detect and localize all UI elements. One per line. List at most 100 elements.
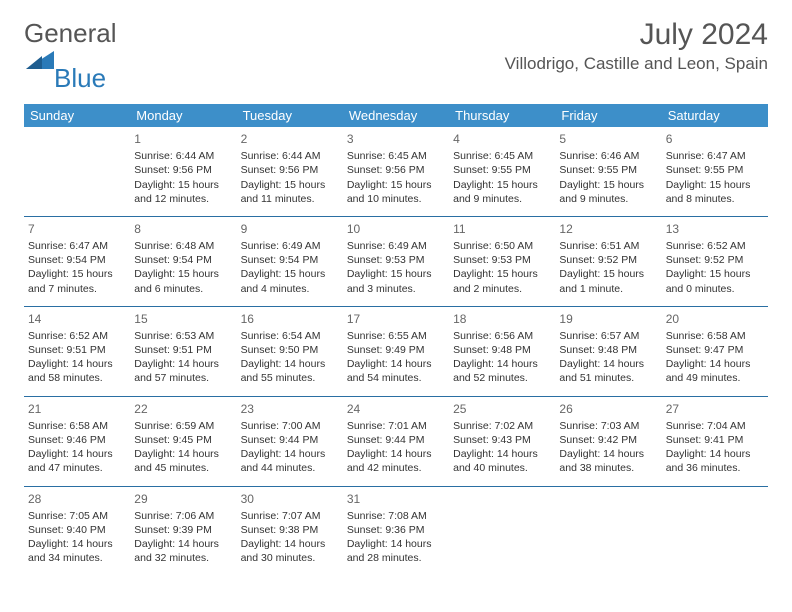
day-number: 19 (559, 311, 657, 327)
day-number: 18 (453, 311, 551, 327)
calendar-day-cell: 4Sunrise: 6:45 AMSunset: 9:55 PMDaylight… (449, 127, 555, 216)
daylight-line: Daylight: 15 hours and 9 minutes. (453, 178, 551, 206)
sunrise-line: Sunrise: 6:52 AM (666, 239, 764, 253)
daylight-line: Daylight: 15 hours and 4 minutes. (241, 267, 339, 295)
calendar-day-cell: 23Sunrise: 7:00 AMSunset: 9:44 PMDayligh… (237, 396, 343, 486)
calendar-day-cell: 5Sunrise: 6:46 AMSunset: 9:55 PMDaylight… (555, 127, 661, 216)
sunrise-line: Sunrise: 7:07 AM (241, 509, 339, 523)
calendar-column-header: Friday (555, 104, 661, 127)
daylight-line: Daylight: 15 hours and 6 minutes. (134, 267, 232, 295)
day-number: 23 (241, 401, 339, 417)
calendar-day-cell: 28Sunrise: 7:05 AMSunset: 9:40 PMDayligh… (24, 486, 130, 575)
calendar-day-cell: 31 Sunrise: 7:08 AMSunset: 9:36 PMDayligh… (343, 486, 449, 575)
calendar-column-header: Sunday (24, 104, 130, 127)
daylight-line: Daylight: 15 hours and 3 minutes. (347, 267, 445, 295)
calendar-day-cell: 30Sunrise: 7:07 AMSunset: 9:38 PMDayligh… (237, 486, 343, 575)
sunset-line: Sunset: 9:39 PM (134, 523, 232, 537)
sunset-line: Sunset: 9:50 PM (241, 343, 339, 357)
sunrise-line: Sunrise: 6:45 AM (347, 149, 445, 163)
daylight-line: Daylight: 14 hours and 38 minutes. (559, 447, 657, 475)
day-number: 11 (453, 221, 551, 237)
daylight-line: Daylight: 14 hours and 58 minutes. (28, 357, 126, 385)
calendar-day-cell: 10 Sunrise: 6:49 AMSunset: 9:53 PMDayligh… (343, 216, 449, 306)
sunrise-line: Sunrise: 6:58 AM (28, 419, 126, 433)
calendar-column-header: Wednesday (343, 104, 449, 127)
sunset-line: Sunset: 9:36 PM (347, 523, 445, 537)
day-number: 15 (134, 311, 232, 327)
calendar-header-row: SundayMondayTuesdayWednesdayThursdayFrid… (24, 104, 768, 127)
daylight-line: Daylight: 14 hours and 49 minutes. (666, 357, 764, 385)
sunrise-line: Sunrise: 7:02 AM (453, 419, 551, 433)
sunset-line: Sunset: 9:53 PM (347, 253, 445, 267)
daylight-line: Daylight: 15 hours and 9 minutes. (559, 178, 657, 206)
sunset-line: Sunset: 9:38 PM (241, 523, 339, 537)
daylight-line: Daylight: 15 hours and 1 minute. (559, 267, 657, 295)
day-number: 29 (134, 491, 232, 507)
title-block: July 2024 Villodrigo, Castille and Leon,… (505, 18, 768, 74)
calendar-day-cell: 6Sunrise: 6:47 AMSunset: 9:55 PMDaylight… (662, 127, 768, 216)
calendar-table: SundayMondayTuesdayWednesdayThursdayFrid… (24, 104, 768, 575)
calendar-day-cell: 2Sunrise: 6:44 AMSunset: 9:56 PMDaylight… (237, 127, 343, 216)
sunset-line: Sunset: 9:55 PM (559, 163, 657, 177)
calendar-week-row: 14Sunrise: 6:52 AMSunset: 9:51 PMDayligh… (24, 306, 768, 396)
sunrise-line: Sunrise: 6:47 AM (666, 149, 764, 163)
sunrise-line: Sunrise: 6:44 AM (134, 149, 232, 163)
daylight-line: Daylight: 14 hours and 28 minutes. (347, 537, 445, 565)
sunrise-line: Sunrise: 6:59 AM (134, 419, 232, 433)
sunset-line: Sunset: 9:45 PM (134, 433, 232, 447)
sunrise-line: Sunrise: 7:08 AM (347, 509, 445, 523)
calendar-day-cell: 14Sunrise: 6:52 AMSunset: 9:51 PMDayligh… (24, 306, 130, 396)
daylight-line: Daylight: 14 hours and 52 minutes. (453, 357, 551, 385)
day-number: 7 (28, 221, 126, 237)
calendar-day-cell: 25Sunrise: 7:02 AMSunset: 9:43 PMDayligh… (449, 396, 555, 486)
day-number: 17 (347, 311, 445, 327)
day-number: 22 (134, 401, 232, 417)
daylight-line: Daylight: 14 hours and 51 minutes. (559, 357, 657, 385)
calendar-column-header: Saturday (662, 104, 768, 127)
day-number: 3 (347, 131, 445, 147)
sunset-line: Sunset: 9:44 PM (241, 433, 339, 447)
calendar-day-cell: 27Sunrise: 7:04 AMSunset: 9:41 PMDayligh… (662, 396, 768, 486)
daylight-line: Daylight: 14 hours and 36 minutes. (666, 447, 764, 475)
sunrise-line: Sunrise: 7:03 AM (559, 419, 657, 433)
day-number: 8 (134, 221, 232, 237)
calendar-day-cell: 29Sunrise: 7:06 AMSunset: 9:39 PMDayligh… (130, 486, 236, 575)
day-number: 27 (666, 401, 764, 417)
day-number: 12 (559, 221, 657, 237)
day-number: 26 (559, 401, 657, 417)
daylight-line: Daylight: 15 hours and 12 minutes. (134, 178, 232, 206)
calendar-day-cell: 1Sunrise: 6:44 AMSunset: 9:56 PMDaylight… (130, 127, 236, 216)
sunset-line: Sunset: 9:40 PM (28, 523, 126, 537)
day-number: 24 (347, 401, 445, 417)
sunset-line: Sunset: 9:42 PM (559, 433, 657, 447)
brand-part1: General (24, 18, 117, 49)
sunrise-line: Sunrise: 7:06 AM (134, 509, 232, 523)
sunset-line: Sunset: 9:54 PM (28, 253, 126, 267)
sunrise-line: Sunrise: 6:49 AM (347, 239, 445, 253)
day-number: 31 (347, 491, 445, 507)
daylight-line: Daylight: 15 hours and 11 minutes. (241, 178, 339, 206)
sunset-line: Sunset: 9:52 PM (666, 253, 764, 267)
sunset-line: Sunset: 9:56 PM (134, 163, 232, 177)
day-number: 20 (666, 311, 764, 327)
daylight-line: Daylight: 14 hours and 57 minutes. (134, 357, 232, 385)
sunset-line: Sunset: 9:56 PM (347, 163, 445, 177)
sunrise-line: Sunrise: 6:54 AM (241, 329, 339, 343)
sunset-line: Sunset: 9:56 PM (241, 163, 339, 177)
day-number: 10 (347, 221, 445, 237)
sunset-line: Sunset: 9:49 PM (347, 343, 445, 357)
sunset-line: Sunset: 9:48 PM (559, 343, 657, 357)
daylight-line: Daylight: 14 hours and 30 minutes. (241, 537, 339, 565)
sunrise-line: Sunrise: 6:56 AM (453, 329, 551, 343)
sunset-line: Sunset: 9:55 PM (666, 163, 764, 177)
sunset-line: Sunset: 9:47 PM (666, 343, 764, 357)
calendar-day-cell: 22Sunrise: 6:59 AMSunset: 9:45 PMDayligh… (130, 396, 236, 486)
day-number: 25 (453, 401, 551, 417)
header: GeneralBlue July 2024 Villodrigo, Castil… (24, 18, 768, 94)
sunrise-line: Sunrise: 7:04 AM (666, 419, 764, 433)
sunset-line: Sunset: 9:54 PM (134, 253, 232, 267)
calendar-day-cell: 3Sunrise: 6:45 AMSunset: 9:56 PMDaylight… (343, 127, 449, 216)
daylight-line: Daylight: 14 hours and 47 minutes. (28, 447, 126, 475)
calendar-day-cell: 17Sunrise: 6:55 AMSunset: 9:49 PMDayligh… (343, 306, 449, 396)
calendar-day-cell: 7Sunrise: 6:47 AMSunset: 9:54 PMDaylight… (24, 216, 130, 306)
